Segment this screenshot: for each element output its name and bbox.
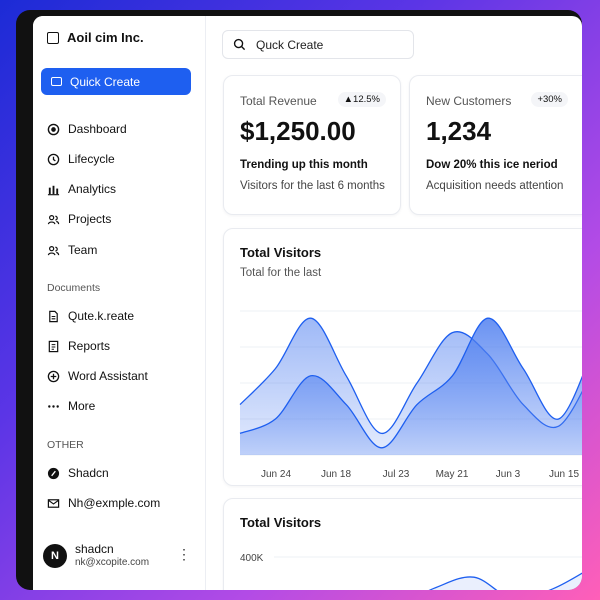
sidebar-item-label: Qute.k.reate <box>68 309 135 323</box>
customers-trend: Dow 20% this ice neriod <box>426 159 558 171</box>
sidebar-item-more[interactable]: More <box>47 397 95 415</box>
sidebar-item-lifecycle[interactable]: Lifecycle <box>47 150 115 168</box>
sidebar-item-label: Projects <box>68 212 112 226</box>
sidebar-item-label: Nh@exmple.com <box>68 496 161 510</box>
visitors-chart-card-2: Total Visitors 400K 300K <box>223 498 582 590</box>
x-tick-label: Jun 3 <box>496 469 521 480</box>
sidebar-item-analytics[interactable]: Analytics <box>47 180 116 198</box>
sidebar-item-label: Dashboard <box>68 122 127 136</box>
clock-icon <box>47 153 60 165</box>
sidebar-item-label: Team <box>68 243 98 257</box>
visitors-chart-card: Total Visitors Total for the last Jun 24… <box>223 228 582 486</box>
brand-logo-icon <box>47 31 59 44</box>
revenue-trend: Trending up this month <box>240 159 368 171</box>
plus-circle-icon <box>47 370 60 382</box>
revenue-card: Total Revenue ▲12.5% $1,250.00 Trending … <box>223 75 401 215</box>
chart-title: Total Visitors <box>240 245 322 260</box>
user-name: shadcn <box>75 542 114 556</box>
file-icon <box>49 310 58 322</box>
device-frame: Aoil cim Inc. Quick Create Dashboard Lif… <box>16 10 582 590</box>
sidebar-item-label: Word Assistant <box>68 369 148 383</box>
sidebar-item-word-assistant[interactable]: Word Assistant <box>47 367 148 385</box>
brand-name: Aoil cim Inc. <box>67 30 144 45</box>
documents-section-label: Documents <box>47 282 101 294</box>
x-tick-label: Jun 18 <box>321 469 351 480</box>
team-icon <box>47 245 60 255</box>
brand[interactable]: Aoil cim Inc. <box>47 30 144 45</box>
sidebar-item-label: Shadcn <box>68 466 109 480</box>
sidebar-item-email[interactable]: Nh@exmple.com <box>47 494 160 512</box>
visitors-area-chart: Jun 24 Jun 18 Jul 23 May 21 Jun 3 Jun 15 <box>239 310 582 480</box>
sidebar-item-team[interactable]: Team <box>47 241 97 259</box>
customers-card: New Customers +30% 1,234 Dow 20% this ic… <box>409 75 582 215</box>
sidebar: Aoil cim Inc. Quick Create Dashboard Lif… <box>33 16 206 590</box>
search-icon <box>233 38 246 51</box>
sidebar-item-projects[interactable]: Projects <box>47 210 111 228</box>
revenue-label: Total Revenue <box>240 94 317 108</box>
x-tick-label: Jul 23 <box>383 469 410 480</box>
avatar: N <box>43 544 67 568</box>
x-tick-label: Jun 15 <box>549 469 579 480</box>
chart-title-2: Total Visitors <box>240 515 322 530</box>
customers-label: New Customers <box>426 94 512 108</box>
report-icon <box>48 340 59 352</box>
x-tick-label: May 21 <box>436 469 469 480</box>
sidebar-item-dashboard[interactable]: Dashboard <box>47 120 127 138</box>
customers-badge: +30% <box>531 92 568 107</box>
mail-icon <box>47 498 60 508</box>
revenue-badge: ▲12.5% <box>337 92 386 107</box>
user-names: shadcn nk@xcopite.com <box>75 542 149 570</box>
chart-subtitle: Total for the last <box>240 267 322 279</box>
sidebar-item-qute[interactable]: Qute.k.reate <box>47 307 134 325</box>
dashboard-icon <box>47 123 60 135</box>
user-menu[interactable]: N shadcn nk@xcopite.com ⋮ <box>43 542 193 570</box>
series-area-1 <box>240 318 582 455</box>
quick-create-label: Quick Create <box>70 74 141 89</box>
revenue-note: Visitors for the last 6 months <box>240 180 385 192</box>
user-more-icon[interactable]: ⋮ <box>177 546 191 562</box>
shadcn-icon <box>47 467 60 479</box>
users-icon <box>47 214 60 224</box>
y-tick-label: 400K <box>240 553 264 564</box>
search-input[interactable]: Quck Create <box>222 30 414 59</box>
sidebar-item-label: More <box>68 399 96 413</box>
series-line-1 <box>239 317 582 449</box>
quick-create-button[interactable]: Quick Create <box>41 68 191 95</box>
search-placeholder: Quck Create <box>256 37 324 52</box>
sidebar-item-label: Reports <box>68 339 111 353</box>
quick-create-icon <box>51 77 62 86</box>
sidebar-item-shadcn[interactable]: Shadcn <box>47 464 109 482</box>
series-area <box>430 573 582 590</box>
customers-note: Acquisition needs attention <box>426 180 564 192</box>
sidebar-item-label: Lifecycle <box>68 152 115 166</box>
other-section-label: OTHER <box>47 439 84 451</box>
customers-value: 1,234 <box>426 116 492 146</box>
x-tick-label: Jun 24 <box>261 469 291 480</box>
user-email: nk@xcopite.com <box>75 557 150 568</box>
bar-chart-icon <box>47 185 60 195</box>
more-dots-icon <box>48 404 59 408</box>
revenue-value: $1,250.00 <box>240 116 356 146</box>
sidebar-item-reports[interactable]: Reports <box>47 337 110 355</box>
series-line <box>428 572 582 590</box>
app-window: Aoil cim Inc. Quick Create Dashboard Lif… <box>33 16 582 590</box>
sidebar-item-label: Analytics <box>68 182 117 196</box>
